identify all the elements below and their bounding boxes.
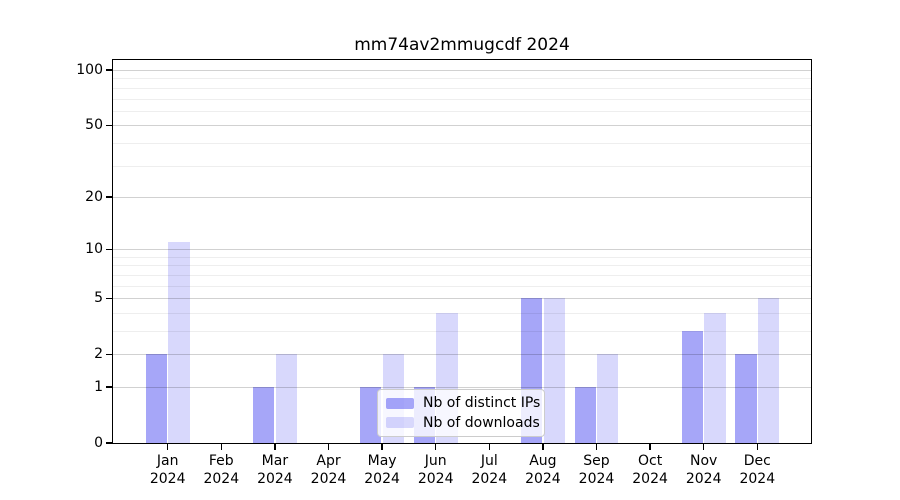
bar-downloads [275, 354, 297, 443]
x-tick-year: 2024 [203, 471, 240, 487]
x-tick-label: May 2024 [352, 452, 412, 488]
x-tick-label: Dec 2024 [727, 452, 787, 488]
bar-distinct-ips [681, 331, 703, 443]
y-tick-mark [106, 124, 112, 126]
x-tick-label: Nov 2024 [674, 452, 734, 488]
x-tick-mark [167, 444, 169, 450]
y-tick-mark [106, 196, 112, 198]
x-tick-mark [327, 444, 330, 450]
x-tick-mark [756, 444, 758, 450]
bar-distinct-ips [574, 387, 596, 443]
x-tick-mark [488, 444, 490, 450]
y-tick-label: 0 [94, 435, 103, 451]
x-tick-mark [649, 444, 651, 450]
x-tick-label: Jan 2024 [138, 452, 198, 488]
x-tick-year: 2024 [685, 471, 722, 487]
x-tick-year: 2024 [310, 471, 347, 487]
y-tick-label: 5 [94, 290, 103, 307]
x-tick-mark [703, 444, 705, 450]
y-tick-label: 20 [85, 188, 103, 205]
legend-label-distinct-ips: Nb of distinct IPs [423, 395, 541, 412]
x-tick-year: 2024 [525, 471, 561, 487]
y-tick-mark [106, 248, 112, 250]
bar-downloads [168, 242, 190, 443]
x-tick-mark [595, 444, 598, 450]
legend-entry-distinct-ips: Nb of distinct IPs [386, 395, 540, 411]
bar-downloads [704, 312, 726, 443]
x-tick-year: 2024 [417, 471, 454, 487]
x-tick-label: Aug 2024 [513, 452, 573, 488]
x-tick-month: Aug [529, 453, 557, 469]
x-tick-month: Dec [743, 453, 771, 469]
x-tick-label: Feb 2024 [191, 452, 251, 488]
bar-distinct-ips [735, 354, 757, 443]
x-tick-mark [435, 444, 437, 450]
chart-title: mm74av2mmugcdf 2024 [354, 35, 570, 55]
x-tick-mark [220, 444, 222, 450]
x-tick-label: Jul 2024 [459, 452, 519, 488]
y-tick-mark [106, 353, 112, 355]
y-tick-label: 50 [85, 117, 103, 134]
legend-swatch-distinct-ips [386, 397, 414, 409]
x-tick-month: Nov [690, 453, 718, 469]
x-tick-year: 2024 [578, 471, 615, 487]
x-tick-label: Jun 2024 [406, 452, 466, 488]
y-tick-label: 100 [76, 62, 103, 78]
y-tick-mark [106, 297, 112, 299]
y-tick-label: 1 [94, 379, 103, 395]
bar-distinct-ips [360, 387, 382, 443]
x-tick-label: Oct 2024 [620, 452, 680, 488]
x-tick-year: 2024 [632, 471, 668, 487]
x-tick-month: Apr [316, 453, 341, 469]
x-tick-year: 2024 [739, 471, 776, 487]
legend: Nb of distinct IPs Nb of downloads [377, 389, 545, 437]
x-tick-mark [274, 444, 276, 450]
x-tick-month: Jan [156, 453, 179, 469]
x-tick-label: Mar 2024 [245, 452, 305, 488]
legend-entry-downloads: Nb of downloads [386, 415, 540, 431]
bar-downloads [543, 298, 565, 443]
y-tick-mark [106, 386, 112, 388]
y-tick-label: 2 [94, 346, 103, 363]
x-tick-month: Oct [637, 453, 663, 469]
legend-swatch-downloads [386, 417, 414, 429]
x-tick-year: 2024 [257, 471, 293, 487]
x-tick-month: Jul [480, 453, 498, 469]
y-tick-mark [106, 442, 112, 444]
x-tick-month: Sep [583, 453, 610, 469]
x-tick-year: 2024 [364, 471, 400, 487]
x-tick-month: Feb [208, 453, 234, 469]
x-tick-year: 2024 [149, 471, 186, 487]
bar-downloads [597, 354, 619, 443]
y-tick-label: 10 [85, 241, 103, 258]
x-tick-month: May [367, 453, 397, 469]
x-tick-month: Mar [261, 453, 289, 469]
bar-downloads [758, 298, 780, 443]
legend-label-downloads: Nb of downloads [423, 414, 540, 431]
x-tick-mark [381, 444, 383, 450]
x-tick-label: Sep 2024 [567, 452, 627, 488]
bar-distinct-ips [145, 354, 167, 443]
bar-distinct-ips [252, 387, 275, 443]
y-tick-mark [106, 69, 112, 71]
x-tick-month: Jun [424, 453, 447, 469]
x-tick-mark [542, 444, 544, 450]
x-tick-label: Apr 2024 [299, 452, 359, 488]
x-tick-year: 2024 [471, 471, 508, 487]
